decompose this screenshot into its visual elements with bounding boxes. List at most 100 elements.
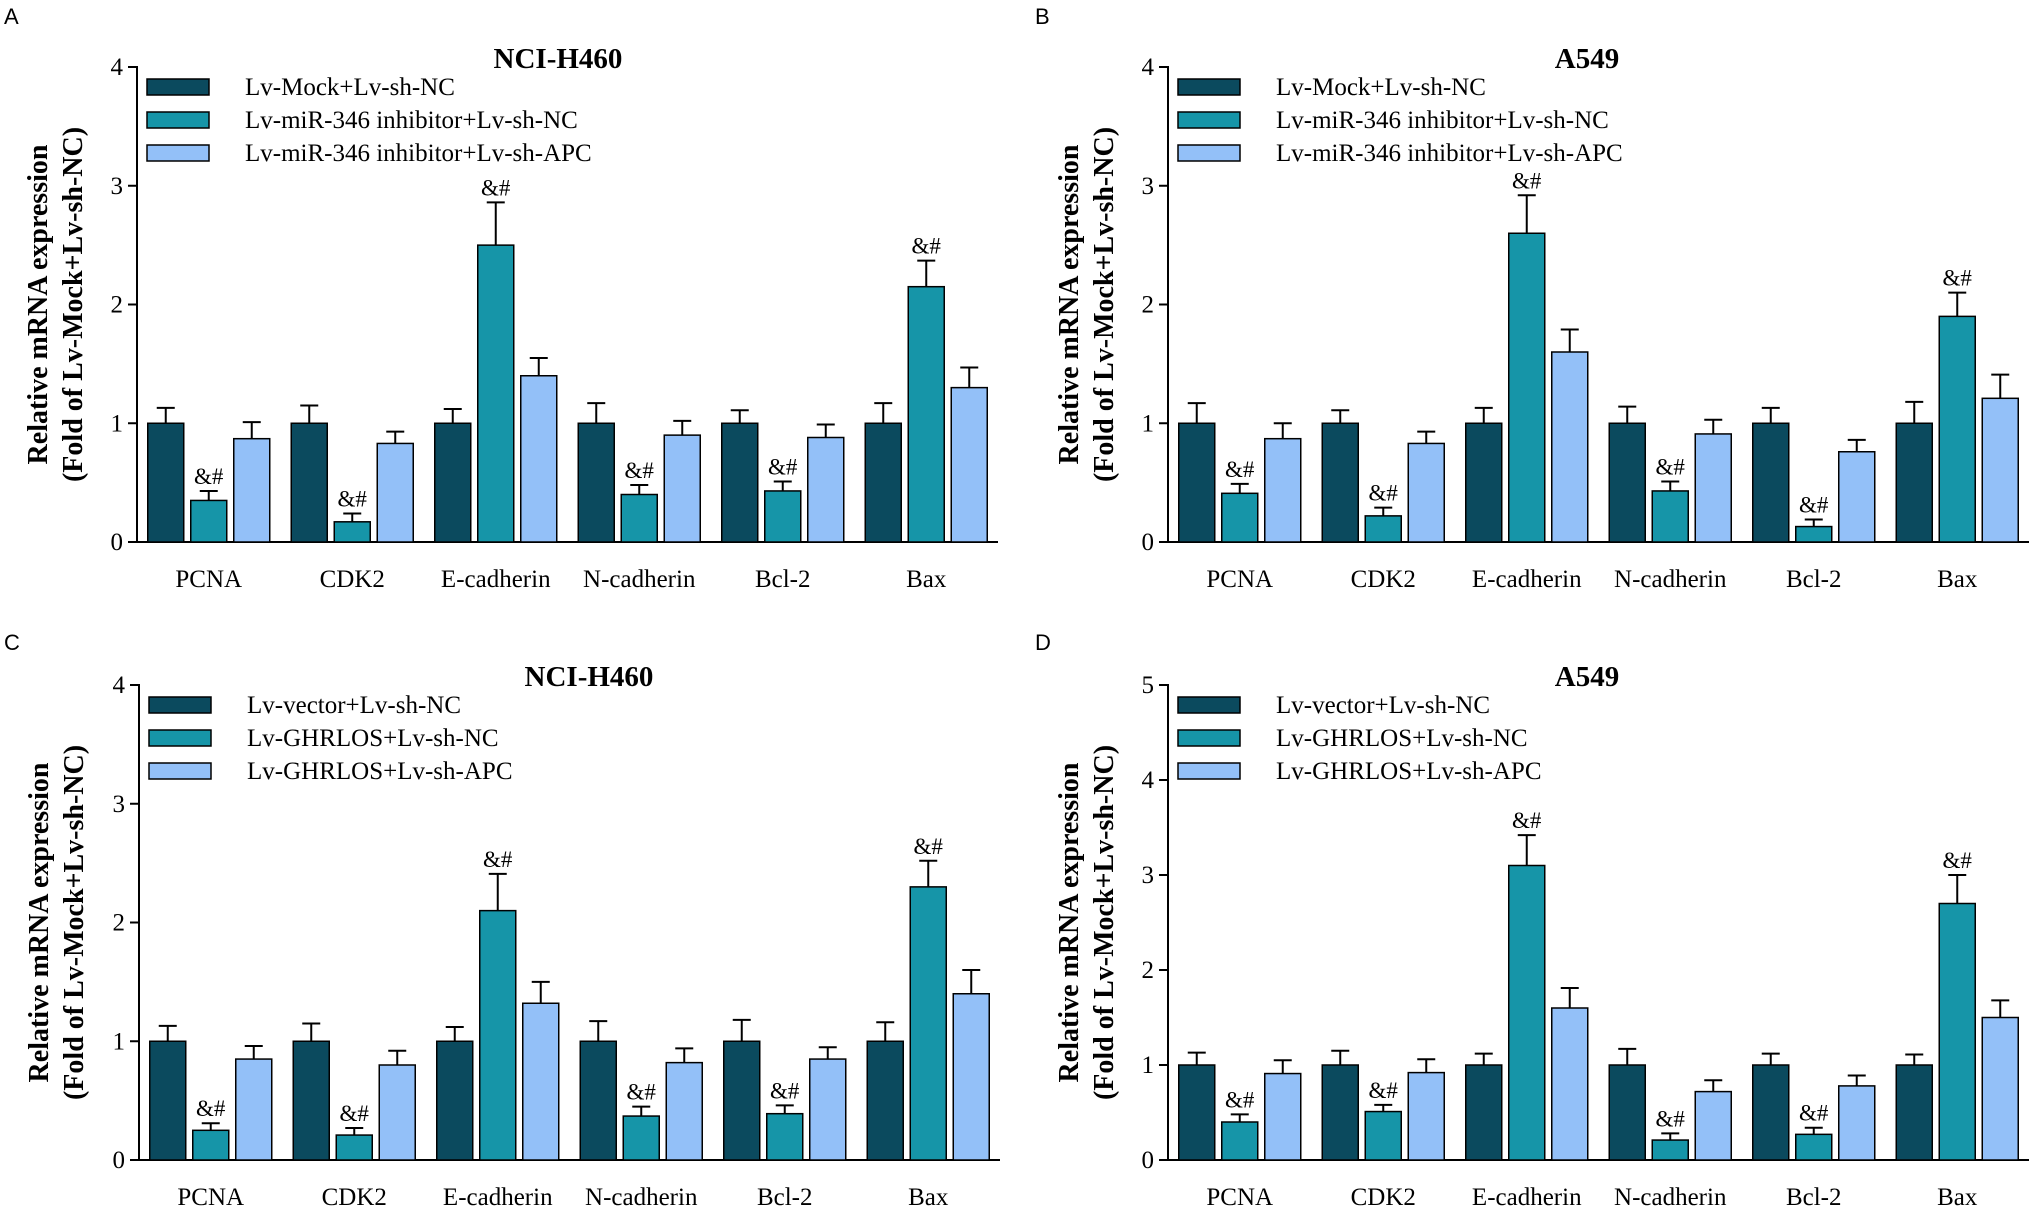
bar-c-s2-bax: [909, 886, 947, 1161]
bar-b-s1-pcna: [1178, 422, 1216, 543]
y-tick-label: 1: [113, 1028, 126, 1055]
significance-label: &#: [1225, 457, 1255, 482]
y-axis-label-sub: (Fold of Lv-Mock+Lv-sh-NC): [1089, 745, 1120, 1100]
y-axis-label-sub: (Fold of Lv-Mock+Lv-sh-NC): [59, 745, 90, 1100]
significance-label: &#: [1512, 808, 1542, 833]
bar-b-s1-bcl2: [1752, 422, 1790, 543]
legend-swatch: [148, 729, 212, 747]
y-axis-label-sub: (Fold of Lv-Mock+Lv-sh-NC): [58, 127, 89, 482]
bar-c-s1-bax: [866, 1040, 904, 1161]
significance-label: &#: [1943, 266, 1973, 291]
x-category-label: Bcl-2: [1786, 1184, 1842, 1208]
chart-panel-b: B A549 Relative mRNA expression (Fold of Lv…: [1035, 4, 2029, 593]
x-category-label: Bcl-2: [1786, 566, 1842, 593]
bar-b-s2-bax: [1938, 315, 1976, 543]
significance-label: &#: [1656, 454, 1686, 479]
legend-label: Lv-miR-346 inhibitor+Lv-sh-NC: [245, 107, 578, 134]
panel-letter: D: [1035, 630, 1051, 655]
bar-b-s3-ecadherin: [1551, 351, 1589, 543]
bar-c-s1-ecadherin: [436, 1040, 474, 1161]
panel-letter: C: [4, 630, 20, 655]
legend-label: Lv-GHRLOS+Lv-sh-NC: [247, 725, 499, 752]
x-category-label: Bcl-2: [757, 1184, 813, 1208]
bar-c-s2-ncadherin: [622, 1115, 660, 1161]
bar-d-s3-ecadherin: [1551, 1007, 1589, 1161]
significance-label: &#: [1369, 481, 1399, 506]
x-category-label: PCNA: [1206, 1184, 1273, 1208]
chart-title: A549: [1555, 661, 1619, 693]
x-category-label: Bax: [1937, 1184, 1978, 1208]
y-axis-label: Relative mRNA expression: [23, 144, 54, 464]
x-category-label: Bax: [906, 566, 947, 593]
bar-c-s2-ecadherin: [479, 909, 517, 1161]
y-tick-label: 0: [111, 529, 124, 556]
bar-c-s3-bax: [952, 993, 990, 1161]
bar-d-s1-ecadherin: [1465, 1064, 1503, 1161]
bar-c-s3-pcna: [235, 1058, 273, 1161]
significance-label: &#: [481, 175, 511, 200]
bar-c-s1-ncadherin: [579, 1040, 617, 1161]
y-axis-label-sub: (Fold of Lv-Mock+Lv-sh-NC): [1089, 127, 1120, 482]
bar-a-s3-bax: [950, 386, 988, 543]
bar-b-s1-ncadherin: [1608, 422, 1646, 543]
bar-d-s3-bcl2: [1838, 1085, 1876, 1161]
y-tick-label: 2: [1142, 957, 1155, 984]
significance-label: &#: [625, 458, 655, 483]
x-category-label: CDK2: [320, 566, 385, 593]
y-tick-label: 4: [113, 672, 126, 699]
bar-a-s2-ecadherin: [477, 244, 515, 543]
x-category-label: Bcl-2: [755, 566, 811, 593]
legend-swatch: [1177, 696, 1241, 714]
significance-label: &#: [768, 454, 798, 479]
legend-label: Lv-vector+Lv-sh-NC: [1276, 692, 1490, 719]
y-tick-label: 3: [111, 173, 124, 200]
bar-a-s1-ncadherin: [577, 422, 615, 543]
bar-a-s3-ecadherin: [520, 375, 558, 543]
bar-c-s2-pcna: [192, 1129, 230, 1161]
bar-d-s3-bax: [1981, 1016, 2019, 1161]
bar-a-s2-cdk2: [333, 521, 371, 543]
bar-c-s1-pcna: [149, 1040, 187, 1161]
chart-panel-d: D A549 Relative mRNA expression (Fold of Lv…: [1035, 630, 2029, 1208]
x-category-label: Bax: [1937, 566, 1978, 593]
significance-label: &#: [340, 1101, 370, 1126]
y-tick-label: 4: [111, 54, 124, 81]
legend-label: Lv-Mock+Lv-sh-NC: [1276, 74, 1486, 101]
bar-b-s3-pcna: [1264, 437, 1302, 543]
bar-a-s1-bax: [864, 422, 902, 543]
y-tick-label: 3: [1142, 862, 1155, 889]
bar-b-s3-ncadherin: [1694, 433, 1732, 543]
bar-d-s1-bax: [1895, 1064, 1933, 1161]
legend-swatch: [1177, 78, 1241, 96]
bar-a-s3-ncadherin: [663, 434, 701, 543]
x-category-label: CDK2: [1351, 1184, 1416, 1208]
legend-swatch: [146, 144, 210, 162]
bar-b-s3-cdk2: [1407, 442, 1445, 543]
panel-letter: B: [1035, 4, 1050, 29]
significance-label: &#: [1512, 168, 1542, 193]
bar-a-s2-ncadherin: [620, 493, 658, 543]
bar-d-s3-cdk2: [1407, 1071, 1445, 1161]
x-category-label: E-cadherin: [1472, 1184, 1582, 1208]
y-tick-label: 0: [1142, 1147, 1155, 1174]
x-category-label: E-cadherin: [443, 1184, 553, 1208]
bar-a-s1-ecadherin: [434, 422, 472, 543]
bar-a-s1-cdk2: [290, 422, 328, 543]
bar-a-s1-pcna: [147, 422, 185, 543]
panel-letter: A: [4, 4, 19, 29]
y-tick-label: 2: [1142, 292, 1155, 319]
bar-b-s2-cdk2: [1364, 515, 1402, 543]
legend-swatch: [1177, 762, 1241, 780]
bar-b-s3-bax: [1981, 397, 2019, 543]
y-tick-label: 4: [1142, 767, 1155, 794]
legend-label: Lv-vector+Lv-sh-NC: [247, 692, 461, 719]
x-category-label: PCNA: [1206, 566, 1273, 593]
significance-label: &#: [196, 1096, 226, 1121]
bar-b-s3-bcl2: [1838, 451, 1876, 543]
bar-d-s2-bcl2: [1795, 1133, 1833, 1161]
bar-c-s2-cdk2: [335, 1134, 373, 1161]
y-tick-label: 1: [1142, 410, 1155, 437]
legend-swatch: [1177, 111, 1241, 129]
significance-label: &#: [1225, 1087, 1255, 1112]
bar-d-s2-ncadherin: [1651, 1139, 1689, 1161]
